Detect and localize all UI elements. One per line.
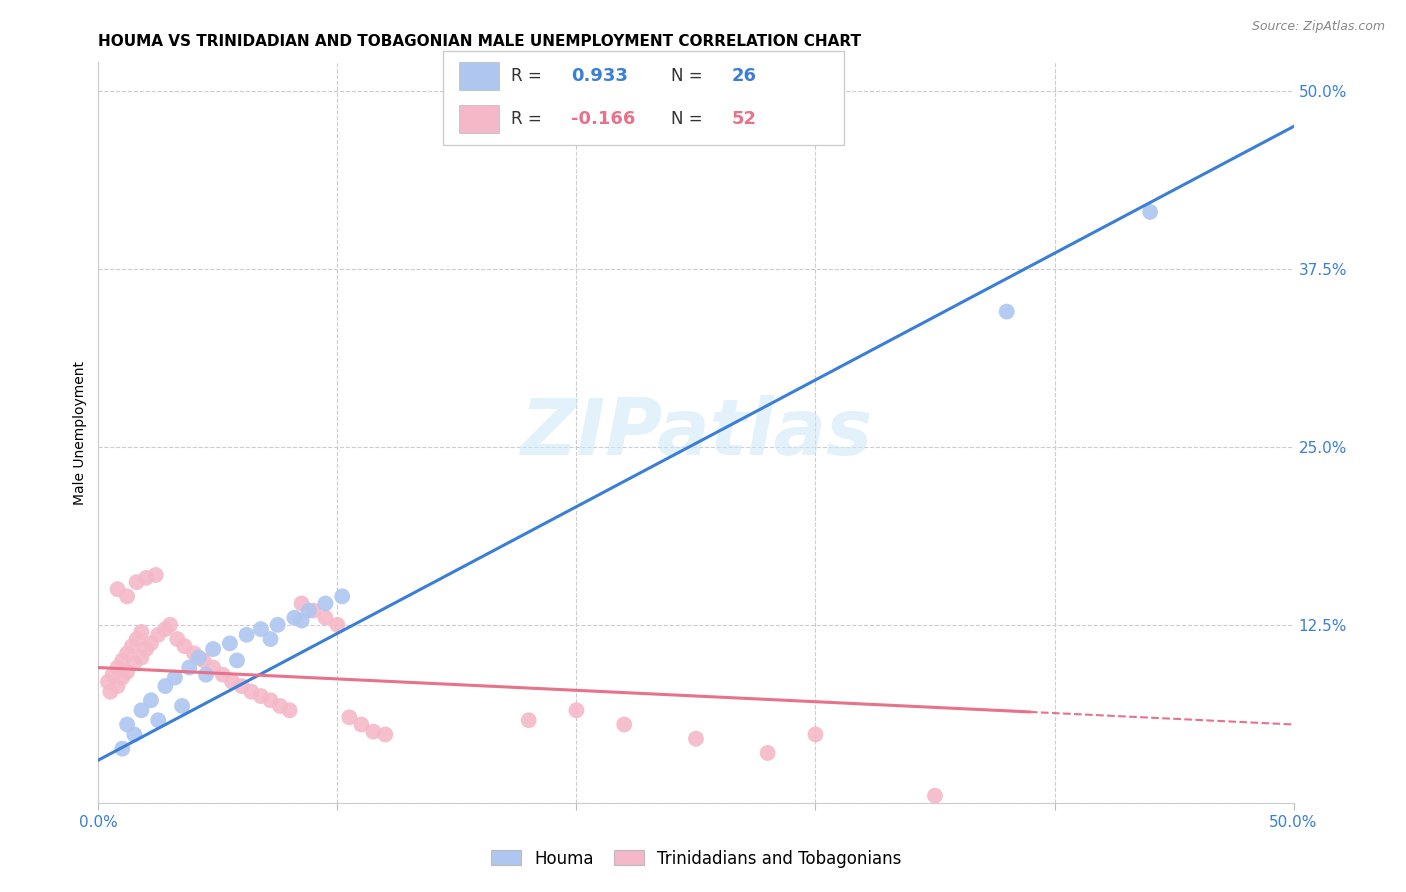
Point (269, 698, 291, 713)
Point (995, 304, 1018, 318)
Text: Source: ZipAtlas.com: Source: ZipAtlas.com (1251, 20, 1385, 33)
Text: 0.933: 0.933 (571, 67, 628, 85)
Text: ZIPatlas: ZIPatlas (520, 394, 872, 471)
Point (131, 650, 153, 665)
Point (330, 590, 353, 604)
Point (756, 746, 779, 760)
Point (155, 679, 177, 693)
Point (111, 741, 134, 756)
Point (283, 610, 305, 624)
Point (339, 710, 361, 724)
Point (363, 724, 385, 739)
Point (111, 671, 134, 685)
Point (187, 650, 209, 665)
Text: -0.166: -0.166 (571, 111, 636, 128)
Point (101, 667, 124, 681)
Point (250, 689, 273, 703)
Point (219, 636, 242, 650)
Point (125, 575, 148, 590)
Point (326, 617, 349, 632)
Point (565, 703, 588, 717)
Point (240, 685, 263, 699)
Point (179, 660, 201, 674)
Point (115, 646, 138, 660)
Point (159, 617, 181, 632)
Point (259, 632, 281, 646)
Point (124, 727, 146, 741)
Point (131, 624, 153, 639)
Point (804, 727, 827, 741)
Point (924, 789, 946, 803)
Point (315, 610, 337, 624)
Point (173, 639, 195, 653)
Point (235, 628, 257, 642)
Point (1139, 205, 1161, 219)
Point (302, 604, 325, 618)
Point (374, 727, 396, 741)
Point (298, 604, 321, 618)
Point (226, 653, 249, 667)
Point (115, 665, 138, 679)
Point (135, 571, 157, 585)
Point (613, 717, 636, 731)
Point (139, 636, 162, 650)
Point (685, 731, 707, 746)
Point (315, 597, 337, 611)
Text: HOUMA VS TRINIDADIAN AND TOBAGONIAN MALE UNEMPLOYMENT CORRELATION CHART: HOUMA VS TRINIDADIAN AND TOBAGONIAN MALE… (98, 34, 862, 49)
Point (148, 713, 170, 727)
Point (166, 632, 188, 646)
Point (350, 717, 373, 731)
Point (121, 639, 143, 653)
Point (145, 568, 167, 582)
Point (231, 679, 253, 693)
Point (148, 628, 170, 642)
Point (291, 614, 314, 628)
Point (131, 703, 153, 717)
Text: 52: 52 (731, 111, 756, 128)
Y-axis label: Male Unemployment: Male Unemployment (73, 360, 87, 505)
Point (163, 671, 186, 685)
Text: 26: 26 (731, 67, 756, 85)
Point (517, 713, 540, 727)
Point (135, 642, 157, 657)
Point (107, 679, 129, 693)
Text: R =: R = (510, 111, 547, 128)
Point (97, 674, 120, 689)
Text: R =: R = (510, 67, 547, 85)
Point (193, 653, 215, 667)
Point (172, 698, 194, 713)
Point (125, 632, 148, 646)
Legend: Houma, Trinidadians and Tobagonians: Houma, Trinidadians and Tobagonians (482, 841, 910, 876)
Point (202, 660, 225, 674)
Point (115, 590, 138, 604)
Point (98, 685, 122, 699)
Point (139, 693, 162, 707)
Point (155, 622, 177, 636)
Point (115, 717, 138, 731)
Text: N =: N = (671, 111, 709, 128)
FancyBboxPatch shape (458, 105, 499, 133)
Point (202, 642, 225, 657)
FancyBboxPatch shape (443, 51, 844, 145)
Point (183, 646, 205, 660)
Point (107, 582, 129, 597)
Point (250, 622, 273, 636)
Text: N =: N = (671, 67, 709, 85)
Point (267, 617, 290, 632)
Point (221, 674, 243, 689)
Point (195, 667, 218, 681)
Point (211, 667, 233, 681)
Point (107, 660, 129, 674)
Point (259, 693, 281, 707)
Point (291, 597, 314, 611)
Point (124, 657, 146, 671)
FancyBboxPatch shape (458, 62, 499, 90)
Point (278, 703, 301, 717)
Point (111, 653, 134, 667)
